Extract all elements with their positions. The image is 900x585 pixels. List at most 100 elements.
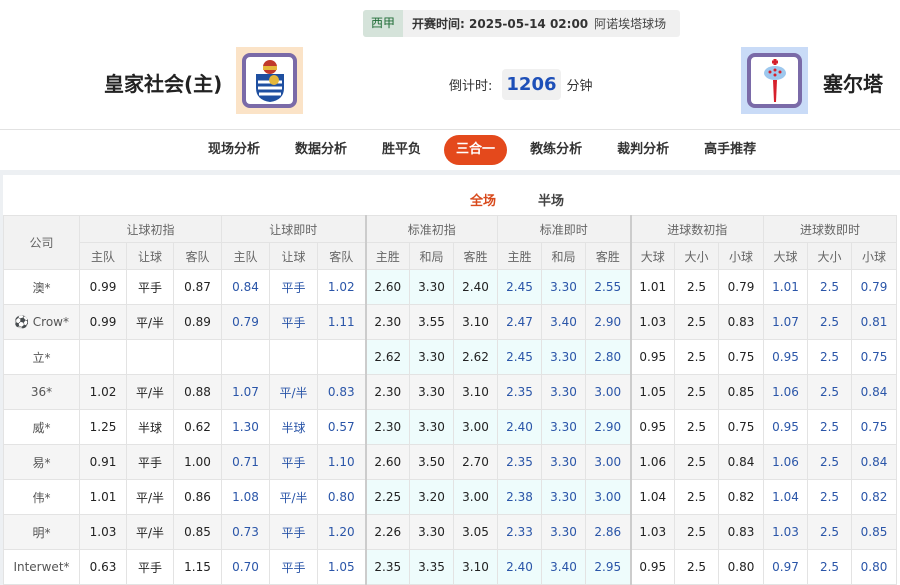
nav-expert-picks[interactable]: 高手推荐 <box>704 142 757 157</box>
odds-cell: 3.35 <box>409 549 454 585</box>
odds-cell: 0.80 <box>718 549 764 585</box>
royal-crest-icon <box>255 59 284 102</box>
nav-coach-analysis[interactable]: 教练分析 <box>530 142 583 157</box>
column-header: 客胜 <box>585 242 631 270</box>
tab-half-time[interactable]: 半场 <box>538 194 565 209</box>
odds-cell: 2.5 <box>674 549 719 585</box>
odds-cell: 1.01 <box>79 479 127 515</box>
odds-cell: 2.45 <box>497 269 542 305</box>
table-row[interactable]: 明* 1.03 平/半 0.85 0.73 平手 1.20 2.26 3.30 3.05 2.33 3… <box>3 514 897 550</box>
company-cell[interactable]: 澳* <box>3 269 80 305</box>
odds-cell: 3.40 <box>541 304 586 340</box>
odds-cell: 半球 <box>126 409 174 445</box>
analysis-nav: 现场分析 数据分析 胜平负 三合一 教练分析 裁判分析 高手推荐 <box>196 135 779 165</box>
nav-live-analysis[interactable]: 现场分析 <box>208 142 261 157</box>
nav-referee-analysis[interactable]: 裁判分析 <box>617 142 670 157</box>
table-row[interactable]: 易* 0.91 平手 1.00 0.71 平手 1.10 2.60 3.50 2.70 2.35 3.… <box>3 444 897 480</box>
odds-cell: 1.07 <box>221 374 270 410</box>
odds-cell: 1.03 <box>79 514 127 550</box>
countdown-unit: 分钟 <box>566 79 593 94</box>
column-header: 小球 <box>718 242 764 270</box>
odds-cell: 1.02 <box>317 269 366 305</box>
odds-cell: 2.5 <box>807 269 852 305</box>
company-cell[interactable]: Interwet* <box>3 549 80 585</box>
nav-win-draw-lose[interactable]: 胜平负 <box>382 142 422 157</box>
odds-cell: 0.79 <box>221 304 270 340</box>
odds-cell: 3.30 <box>409 409 454 445</box>
odds-cell: 0.83 <box>317 374 366 410</box>
league-badge[interactable]: 西甲 <box>363 10 404 37</box>
company-cell[interactable]: 明* <box>3 514 80 550</box>
odds-cell: 2.40 <box>453 269 498 305</box>
table-row[interactable]: 威* 1.25 半球 0.62 1.30 半球 0.57 2.30 3.30 3.00 2.40 3.… <box>3 409 897 445</box>
column-header: 和局 <box>541 242 586 270</box>
table-row[interactable]: ⚽ Crow* 0.99 平/半 0.89 0.79 平手 1.11 2.30 3.55 3.10… <box>3 304 897 340</box>
nav-three-in-one[interactable]: 三合一 <box>444 135 508 165</box>
odds-cell: 0.99 <box>79 269 127 305</box>
odds-cell: 2.30 <box>364 409 410 445</box>
odds-cell: 2.60 <box>364 444 410 480</box>
home-team-logo[interactable] <box>236 47 303 114</box>
odds-cell <box>221 339 270 375</box>
odds-cell: 1.08 <box>221 479 270 515</box>
odds-cell: 0.99 <box>79 304 127 340</box>
company-cell[interactable]: 立* <box>3 339 80 375</box>
kickoff-label: 开赛时间: 2025-05-14 02:00 <box>412 17 589 31</box>
company-cell[interactable]: ⚽ Crow* <box>3 304 80 340</box>
company-name: 立* <box>32 350 51 365</box>
away-team-name[interactable]: 塞尔塔 <box>823 72 883 96</box>
table-row[interactable]: Interwet* 0.63 平手 1.15 0.70 平手 1.05 2.35 3.35 3.1… <box>3 549 897 585</box>
odds-cell: 2.90 <box>585 409 631 445</box>
odds-cell: 3.30 <box>409 269 454 305</box>
odds-cell: 3.50 <box>409 444 454 480</box>
company-name: 明* <box>32 525 51 540</box>
home-team-name[interactable]: 皇家社会(主) <box>104 72 223 96</box>
table-row[interactable]: 伟* 1.01 平/半 0.86 1.08 平/半 0.80 2.25 3.20 3.00 2.38… <box>3 479 897 515</box>
odds-cell: 平/半 <box>269 479 318 515</box>
odds-cell: 0.84 <box>718 444 764 480</box>
odds-cell: 0.79 <box>718 269 764 305</box>
odds-cell: 1.04 <box>763 479 808 515</box>
table-row[interactable]: 36* 1.02 平/半 0.88 1.07 平/半 0.83 2.30 3.30 3.10 2.3… <box>3 374 897 410</box>
column-header: 主队 <box>79 242 127 270</box>
odds-cell: 平/半 <box>126 479 174 515</box>
odds-cell: 平手 <box>269 549 318 585</box>
away-team-logo[interactable] <box>741 47 808 114</box>
column-header: 客队 <box>173 242 222 270</box>
odds-cell: 1.02 <box>79 374 127 410</box>
odds-cell: 0.57 <box>317 409 366 445</box>
odds-cell: 3.30 <box>541 479 586 515</box>
odds-cell: 0.97 <box>763 549 808 585</box>
odds-cell: 0.75 <box>718 339 764 375</box>
company-cell[interactable]: 伟* <box>3 479 80 515</box>
odds-cell: 0.95 <box>629 339 675 375</box>
odds-cell: 平/半 <box>126 304 174 340</box>
company-cell[interactable]: 36* <box>3 374 80 410</box>
odds-cell: 平/半 <box>126 514 174 550</box>
odds-cell: 平手 <box>269 269 318 305</box>
odds-cell: 3.55 <box>409 304 454 340</box>
tab-full-time[interactable]: 全场 <box>460 185 507 218</box>
company-name: 澳* <box>32 280 51 295</box>
odds-cell: 0.63 <box>79 549 127 585</box>
table-row[interactable]: 立* 2.62 3.30 2.62 2.45 3.30 2.80 0.95 2.5 0.75 0.9… <box>3 339 897 375</box>
odds-cell: 0.83 <box>718 514 764 550</box>
column-header: 客胜 <box>453 242 498 270</box>
odds-cell: 2.62 <box>364 339 410 375</box>
odds-cell: 平手 <box>126 549 174 585</box>
odds-cell: 1.25 <box>79 409 127 445</box>
odds-cell: 3.05 <box>453 514 498 550</box>
odds-cell: 3.10 <box>453 549 498 585</box>
odds-cell: 2.70 <box>453 444 498 480</box>
odds-cell: 2.5 <box>674 514 719 550</box>
company-name: 易* <box>32 455 51 470</box>
company-cell[interactable]: 易* <box>3 444 80 480</box>
odds-cell: 2.40 <box>497 409 542 445</box>
odds-cell: 0.73 <box>221 514 270 550</box>
column-header: 和局 <box>409 242 454 270</box>
odds-cell: 1.06 <box>629 444 675 480</box>
nav-data-analysis[interactable]: 数据分析 <box>295 142 348 157</box>
company-cell[interactable]: 威* <box>3 409 80 445</box>
table-row[interactable]: 澳* 0.99 平手 0.87 0.84 平手 1.02 2.60 3.30 2.40 2.45 3.… <box>3 269 897 305</box>
odds-cell: 2.60 <box>364 269 410 305</box>
